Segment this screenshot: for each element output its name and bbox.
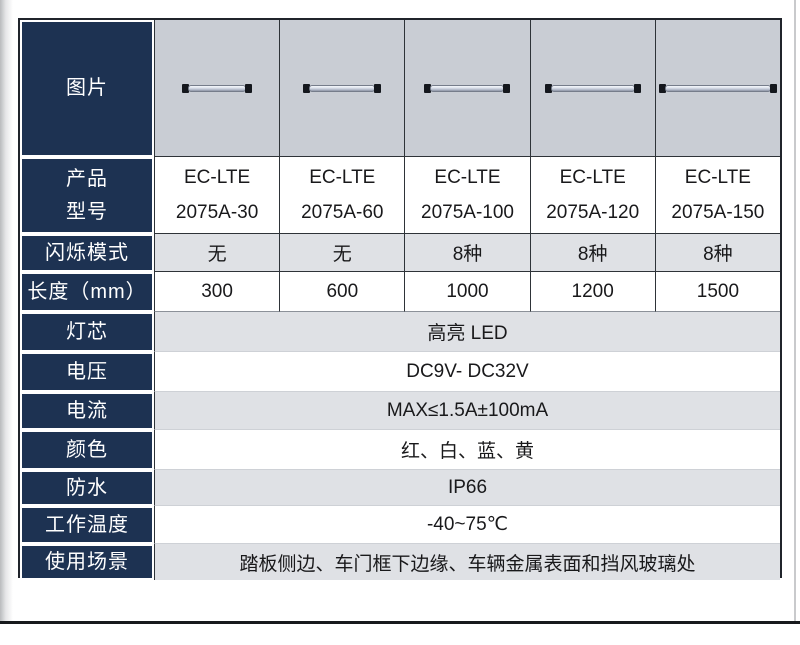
led-light-bar-icon xyxy=(424,83,511,93)
label-product-model: 产品 型号 xyxy=(20,157,154,234)
flash-mode-value: 8种 xyxy=(654,234,780,272)
card-right-edge xyxy=(794,0,796,621)
usage-scenario-value: 踏板侧边、车门框下边缘、车辆金属表面和挡风玻璃处 xyxy=(154,544,780,580)
product-model-cell: EC-LTE 2075A-30 xyxy=(154,157,280,234)
voltage-value: DC9V- DC32V xyxy=(154,352,780,392)
color-value: 红、白、蓝、黄 xyxy=(154,430,780,470)
led-core-value: 高亮 LED xyxy=(154,312,780,352)
label-voltage: 电压 xyxy=(20,352,154,392)
label-working-temperature: 工作温度 xyxy=(20,506,154,544)
waterproof-value: IP66 xyxy=(154,470,780,506)
label-waterproof: 防水 xyxy=(20,470,154,506)
flash-mode-value: 8种 xyxy=(404,234,530,272)
label-led-core: 灯芯 xyxy=(20,312,154,352)
length-value: 1200 xyxy=(529,272,655,312)
product-model-cell: EC-LTE 2075A-150 xyxy=(654,157,780,234)
product-model-cell: EC-LTE 2075A-120 xyxy=(529,157,655,234)
flash-mode-value: 无 xyxy=(154,234,280,272)
label-color: 颜色 xyxy=(20,430,154,470)
product-model-cell: EC-LTE 2075A-100 xyxy=(404,157,530,234)
length-value: 1000 xyxy=(404,272,530,312)
length-value: 300 xyxy=(154,272,280,312)
card-bottom-edge xyxy=(0,621,800,624)
product-image-cell xyxy=(404,20,530,157)
product-model-cell: EC-LTE 2075A-60 xyxy=(279,157,405,234)
product-image-cell xyxy=(279,20,405,157)
page-left-shadow xyxy=(0,0,13,622)
working-temperature-value: -40~75℃ xyxy=(154,506,780,544)
led-light-bar-icon xyxy=(303,83,382,93)
current-value: MAX≤1.5A±100mA xyxy=(154,392,780,430)
label-length-mm: 长度（mm） xyxy=(20,272,154,312)
led-light-bar-icon xyxy=(658,83,777,93)
length-value: 600 xyxy=(279,272,405,312)
led-light-bar-icon xyxy=(182,83,253,93)
product-spec-table: 图片 产品 型号 EC-LTE 2075A-30 EC-LTE 2075A-60 xyxy=(18,18,782,580)
length-value: 1500 xyxy=(654,272,780,312)
label-flash-mode: 闪烁模式 xyxy=(20,234,154,272)
flash-mode-value: 无 xyxy=(279,234,405,272)
product-image-cell xyxy=(154,20,280,157)
product-image-cell xyxy=(654,20,780,157)
flash-mode-value: 8种 xyxy=(529,234,655,272)
label-usage-scenario: 使用场景 xyxy=(20,544,154,580)
label-current: 电流 xyxy=(20,392,154,430)
product-image-cell xyxy=(529,20,655,157)
label-image: 图片 xyxy=(20,20,154,157)
led-light-bar-icon xyxy=(544,83,641,93)
